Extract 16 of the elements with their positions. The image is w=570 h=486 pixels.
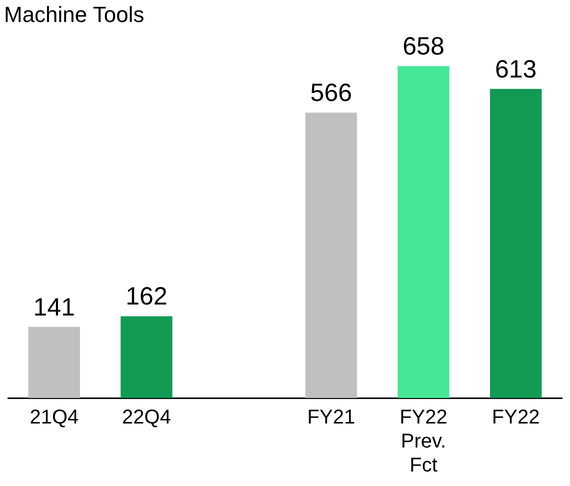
data-label: 613	[494, 55, 537, 84]
bar	[398, 66, 450, 398]
data-label: 141	[33, 293, 76, 322]
x-tick-label: FY22 Prev. Fct	[400, 406, 448, 477]
data-label: 162	[126, 282, 168, 311]
bar	[28, 326, 80, 398]
bar	[120, 316, 172, 398]
data-label: 566	[310, 78, 352, 107]
x-tick-label: 22Q4	[122, 406, 171, 429]
x-tick-label: FY21	[307, 406, 356, 429]
data-label: 658	[402, 32, 444, 61]
x-tick-label: 21Q4	[30, 406, 79, 429]
chart-title: Machine Tools	[4, 2, 144, 28]
bar	[490, 88, 542, 398]
bar	[305, 112, 358, 398]
x-tick-label: FY22	[492, 406, 540, 429]
